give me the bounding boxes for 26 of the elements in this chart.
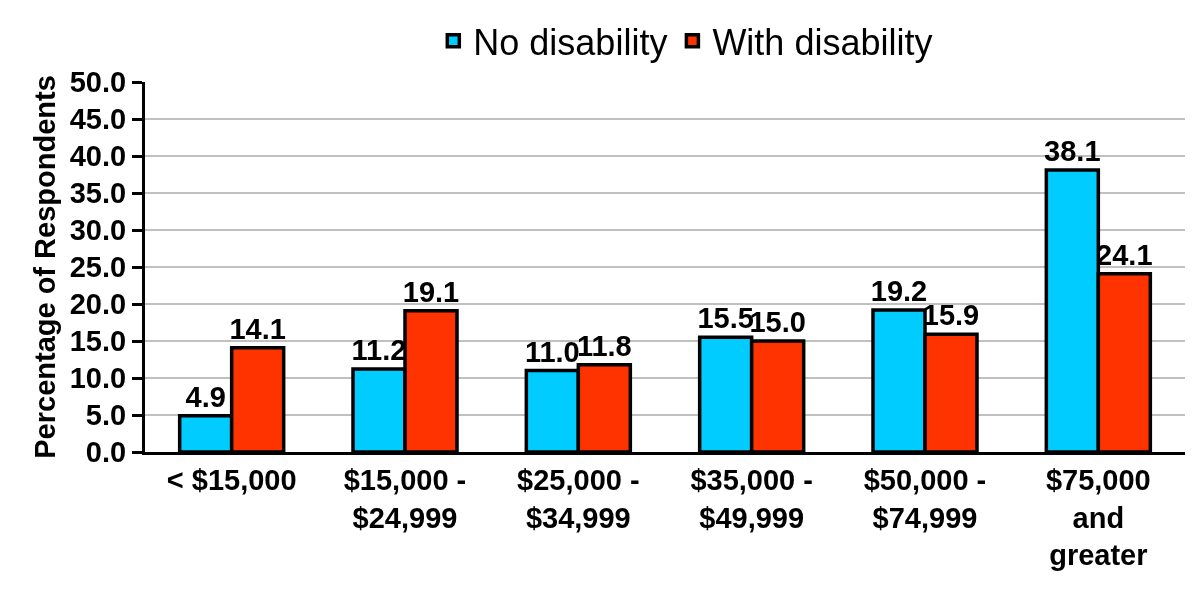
data-label: 4.9 <box>185 380 226 413</box>
data-label: 11.0 <box>524 335 580 368</box>
y-tick-label: 5.0 <box>85 399 127 432</box>
x-tick-label: $50,000 - $74,999 <box>863 463 987 534</box>
x-tick-label: $15,000 - $24,999 <box>343 463 467 534</box>
y-tick-label: 20.0 <box>69 288 127 321</box>
y-tick-label: 10.0 <box>69 362 127 395</box>
y-tick-label: 30.0 <box>69 214 127 247</box>
data-label: 19.2 <box>870 274 928 307</box>
y-tick-label: 40.0 <box>69 140 127 173</box>
legend-label: No disability <box>473 21 668 63</box>
x-tick-label: $25,000 - $34,999 <box>517 463 640 534</box>
y-tick-label: 45.0 <box>69 103 127 136</box>
x-tick-label: $35,000 - $49,999 <box>690 463 813 534</box>
y-tick-label: 50.0 <box>69 66 127 99</box>
y-tick-label: 25.0 <box>69 251 127 284</box>
y-tick-label: 0.0 <box>85 436 127 469</box>
data-label: 14.1 <box>229 312 286 345</box>
data-label: 38.1 <box>1044 135 1101 168</box>
data-label: 19.1 <box>402 275 460 308</box>
y-axis-title: Percentage of Respondents <box>29 75 62 459</box>
legend-label: With disability <box>712 21 933 63</box>
x-tick-label: $75,000 and greater <box>1045 463 1151 572</box>
y-tick-label: 15.0 <box>69 325 127 358</box>
y-tick-label: 35.0 <box>69 177 127 210</box>
x-tick-label: < $15,000 <box>166 463 297 496</box>
